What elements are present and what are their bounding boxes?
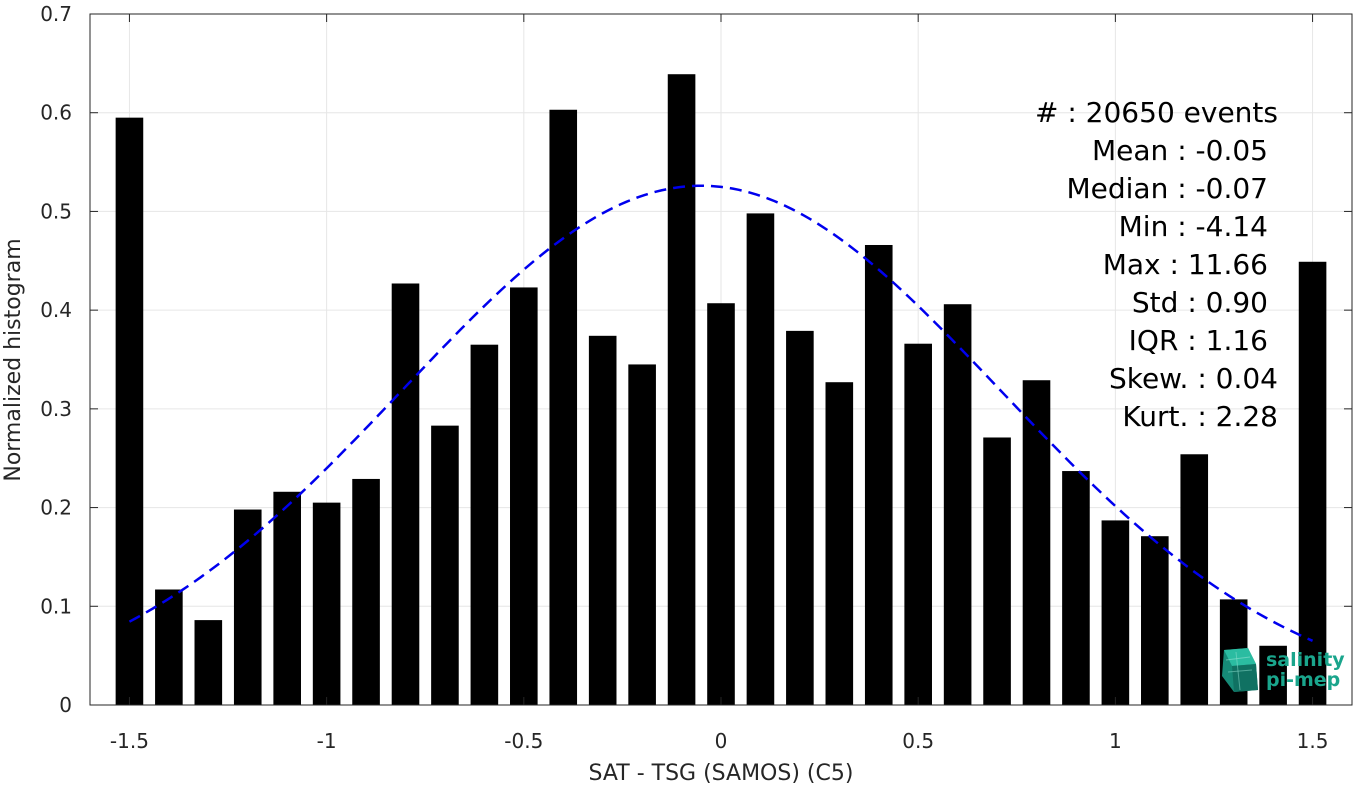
stat-line-5: Std : 0.90 (1132, 286, 1268, 319)
bar-4 (273, 491, 301, 705)
bar-16 (746, 213, 775, 705)
stat-line-4: Max : 11.66 (1103, 248, 1268, 281)
y-tick-label-1: 0.1 (40, 594, 72, 618)
stat-line-2: Median : -0.07 (1066, 172, 1268, 205)
y-tick-label-5: 0.5 (40, 199, 72, 223)
bar-22 (983, 437, 1011, 705)
stat-line-7: Skew. : 0.04 (1109, 362, 1278, 395)
x-tick-label-5: 1 (1109, 729, 1122, 753)
salinity-pi-mep-logo: salinity pi-mep (1222, 648, 1345, 692)
bar-12 (588, 335, 617, 705)
x-tick-label-0: -1.5 (110, 729, 149, 753)
x-axis-label: SAT - TSG (SAMOS) (C5) (589, 761, 854, 785)
bar-7 (391, 283, 420, 705)
bar-25 (1101, 520, 1130, 705)
bar-23 (1022, 380, 1051, 705)
bar-5 (312, 502, 341, 705)
stat-line-1: Mean : -0.05 (1092, 134, 1268, 167)
stat-line-8: Kurt. : 2.28 (1122, 400, 1278, 433)
x-tick-label-6: 1.5 (1297, 729, 1329, 753)
logo-line-1: salinity (1266, 649, 1345, 671)
y-tick-label-7: 0.7 (40, 2, 72, 26)
bar-18 (825, 382, 854, 705)
stat-line-3: Min : -4.14 (1119, 210, 1268, 243)
y-tick-label-3: 0.3 (40, 397, 72, 421)
bar-1 (155, 589, 183, 705)
y-tick-label-4: 0.4 (40, 298, 72, 322)
bar-26 (1141, 536, 1169, 705)
bar-27 (1180, 454, 1209, 705)
stat-line-0: # : 20650 events (1035, 96, 1278, 129)
logo-cube-icon (1222, 648, 1258, 692)
bar-15 (707, 303, 735, 705)
bar-10 (510, 287, 538, 705)
bar-17 (786, 330, 814, 705)
bar-3 (233, 509, 262, 705)
bar-19 (864, 244, 893, 705)
bar-13 (628, 364, 656, 705)
y-tick-label-2: 0.2 (40, 496, 72, 520)
y-tick-label-6: 0.6 (40, 101, 72, 125)
y-axis-label: Normalized histogram (1, 238, 26, 481)
bar-2 (194, 620, 223, 705)
stat-line-6: IQR : 1.16 (1129, 324, 1268, 357)
y-tick-label-0: 0 (59, 693, 72, 717)
statistics-box: # : 20650 events Mean : -0.05 Median : -0.… (1035, 96, 1278, 433)
bars (115, 74, 1327, 706)
bar-14 (667, 74, 696, 706)
bar-24 (1062, 471, 1090, 705)
bar-30 (1298, 261, 1327, 705)
axis-ticks (90, 13, 1352, 706)
bar-8 (431, 425, 459, 705)
bar-11 (549, 109, 578, 705)
normal-fit-curve (128, 184, 1314, 642)
x-tick-label-4: 0.5 (902, 729, 934, 753)
x-tick-label-1: -1 (317, 729, 337, 753)
bar-20 (904, 343, 932, 705)
logo-line-2: pi-mep (1266, 669, 1340, 691)
x-tick-labels: -1.5 -1 -0.5 0 0.5 1 1.5 (110, 729, 1329, 753)
x-tick-label-2: -0.5 (504, 729, 543, 753)
bar-0 (115, 117, 144, 705)
bar-29 (1259, 645, 1287, 705)
y-tick-labels: 0 0.1 0.2 0.3 0.4 0.5 0.6 0.7 (40, 2, 72, 717)
bar-21 (943, 304, 972, 705)
bar-6 (352, 478, 380, 705)
bar-9 (470, 344, 499, 705)
x-tick-label-3: 0 (715, 729, 728, 753)
